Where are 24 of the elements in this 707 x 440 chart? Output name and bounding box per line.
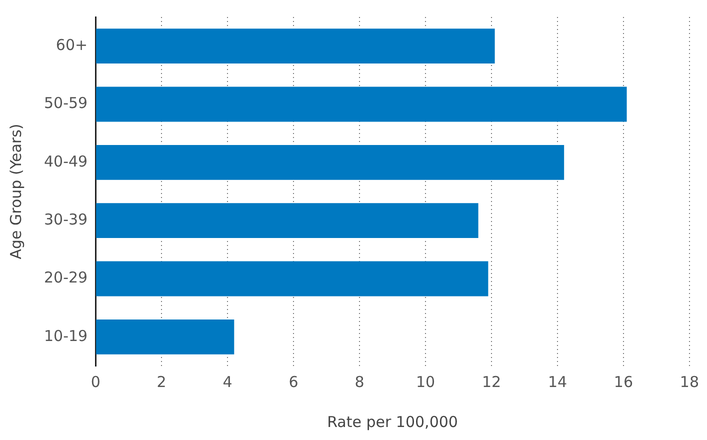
x-axis-title: Rate per 100,000 (327, 412, 458, 431)
x-tick-label: 12 (482, 372, 502, 391)
x-tick-label: 2 (156, 372, 166, 391)
x-tick-label: 8 (354, 372, 364, 391)
bar (96, 203, 478, 238)
y-tick-label: 60+ (56, 36, 88, 54)
bar (96, 28, 495, 64)
y-tick-label: 30-39 (44, 210, 88, 228)
y-axis-title: Age Group (Years) (6, 124, 25, 260)
x-tick-label: 16 (614, 372, 634, 391)
bar (96, 86, 627, 122)
y-tick-label: 50-59 (44, 94, 88, 112)
x-tick-label: 4 (222, 372, 232, 391)
y-tick-label: 20-29 (44, 268, 88, 287)
x-tick-label: 0 (90, 372, 100, 391)
x-tick-label: 10 (416, 372, 436, 391)
bar (96, 319, 234, 354)
bar (96, 261, 488, 296)
y-tick-label: 40-49 (44, 152, 88, 170)
x-tick-label: 18 (680, 372, 700, 391)
x-tick-label: 14 (548, 372, 568, 391)
y-tick-label: 10-19 (44, 326, 88, 345)
x-tick-label: 6 (288, 372, 298, 391)
bar (96, 144, 564, 180)
